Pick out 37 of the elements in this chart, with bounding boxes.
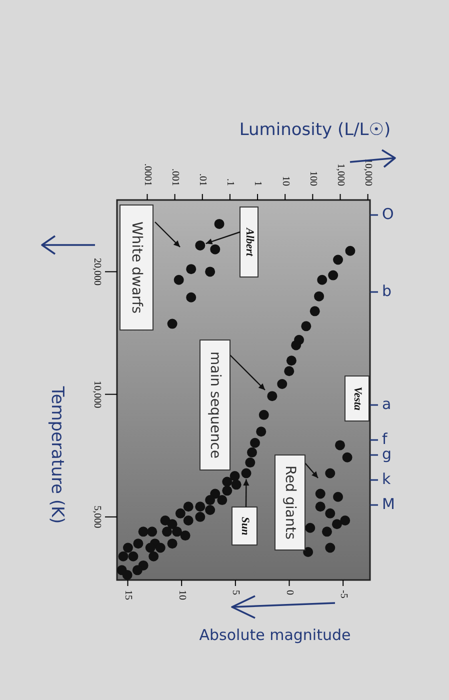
label-box: Red giants — [274, 454, 306, 550]
text: b — [382, 282, 392, 300]
text: k — [382, 470, 391, 488]
x-tick-label: 1 — [252, 181, 264, 186]
x-tick-label: .0001 — [142, 164, 153, 186]
x-tick-label: .1 — [224, 178, 236, 186]
y-tick-label: 10,000 — [92, 380, 103, 408]
x2-tick-label: 15 — [122, 590, 134, 600]
x-tick-label: .001 — [170, 168, 181, 186]
label-box: Albert — [240, 206, 258, 278]
annotation: Vesta — [351, 386, 364, 411]
annotation: Red giants — [282, 465, 298, 540]
annotation: White dwarfs — [128, 221, 145, 314]
x-tick-label: 100 — [307, 171, 318, 186]
x-tick-label: .01 — [197, 174, 208, 186]
x2-tick-label: 0 — [284, 590, 295, 595]
text: O — [382, 205, 394, 224]
annotation: Sun — [238, 516, 251, 536]
annotation: main sequence — [207, 352, 224, 458]
x2-tick-label: 10 — [176, 590, 188, 600]
x-axis-title: Luminosity (L/L☉) — [239, 120, 391, 140]
label-box: Sun — [232, 506, 258, 546]
text: a — [382, 395, 392, 414]
x-tick-label: 10 — [280, 176, 291, 186]
y-axis-title: Temperature (K) — [47, 385, 67, 524]
label-box: main sequence — [200, 340, 230, 470]
y-tick-label: 5,000 — [92, 506, 103, 528]
text: M — [382, 495, 395, 514]
x-tick-label: 1,000 — [334, 164, 346, 186]
label-box: Vesta — [344, 376, 370, 422]
x-tick-label: 10,000 — [362, 158, 374, 186]
annotation: Albert — [243, 226, 256, 257]
x2-axis-title: Absolute magnitude — [199, 626, 351, 644]
x2-tick-label: 5 — [230, 590, 242, 595]
x2-tick-label: -5 — [338, 590, 349, 598]
y-tick-label: 20,000 — [92, 258, 103, 286]
label-box: White dwarfs — [120, 204, 154, 330]
